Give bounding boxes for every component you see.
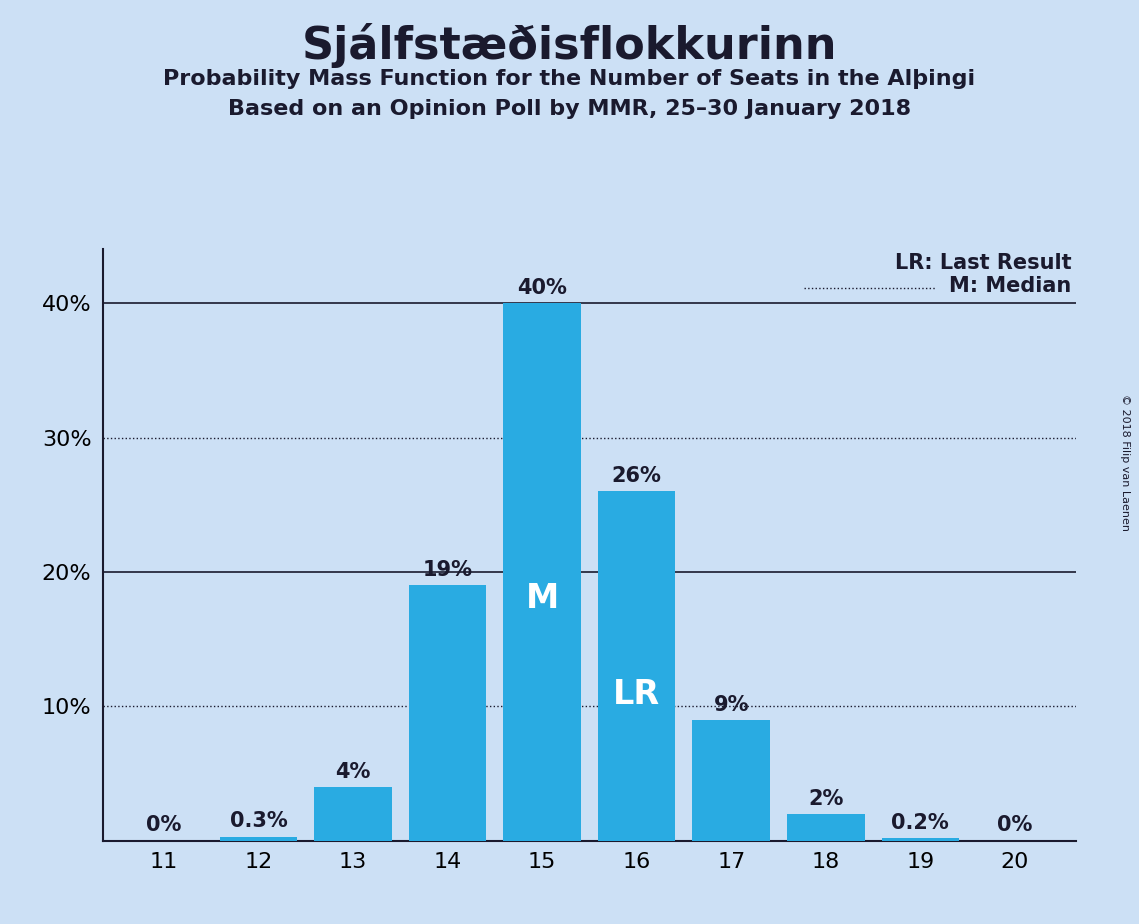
Text: 0%: 0%: [998, 816, 1033, 835]
Text: Sjálfstæðisflokkurinn: Sjálfstæðisflokkurinn: [302, 23, 837, 68]
Bar: [693, 720, 770, 841]
Text: 19%: 19%: [423, 560, 473, 580]
Text: Probability Mass Function for the Number of Seats in the Alþingi: Probability Mass Function for the Number…: [163, 69, 976, 90]
Text: 0.3%: 0.3%: [230, 811, 287, 832]
Bar: [598, 492, 675, 841]
Text: 40%: 40%: [517, 278, 567, 298]
Text: 2%: 2%: [808, 788, 844, 808]
Text: Based on an Opinion Poll by MMR, 25–30 January 2018: Based on an Opinion Poll by MMR, 25–30 J…: [228, 99, 911, 119]
Text: M: M: [525, 582, 559, 615]
Bar: [503, 303, 581, 841]
Bar: [220, 837, 297, 841]
Text: 0.2%: 0.2%: [892, 813, 949, 833]
Bar: [882, 838, 959, 841]
Text: 4%: 4%: [335, 761, 371, 782]
Text: 26%: 26%: [612, 466, 662, 486]
Bar: [409, 586, 486, 841]
Text: © 2018 Filip van Laenen: © 2018 Filip van Laenen: [1121, 394, 1130, 530]
Text: 0%: 0%: [146, 816, 181, 835]
Bar: [787, 814, 865, 841]
Text: M: Median: M: Median: [949, 276, 1072, 296]
Text: LR: Last Result: LR: Last Result: [895, 253, 1072, 273]
Text: 9%: 9%: [713, 695, 749, 714]
Bar: [314, 787, 392, 841]
Text: LR: LR: [613, 677, 661, 711]
